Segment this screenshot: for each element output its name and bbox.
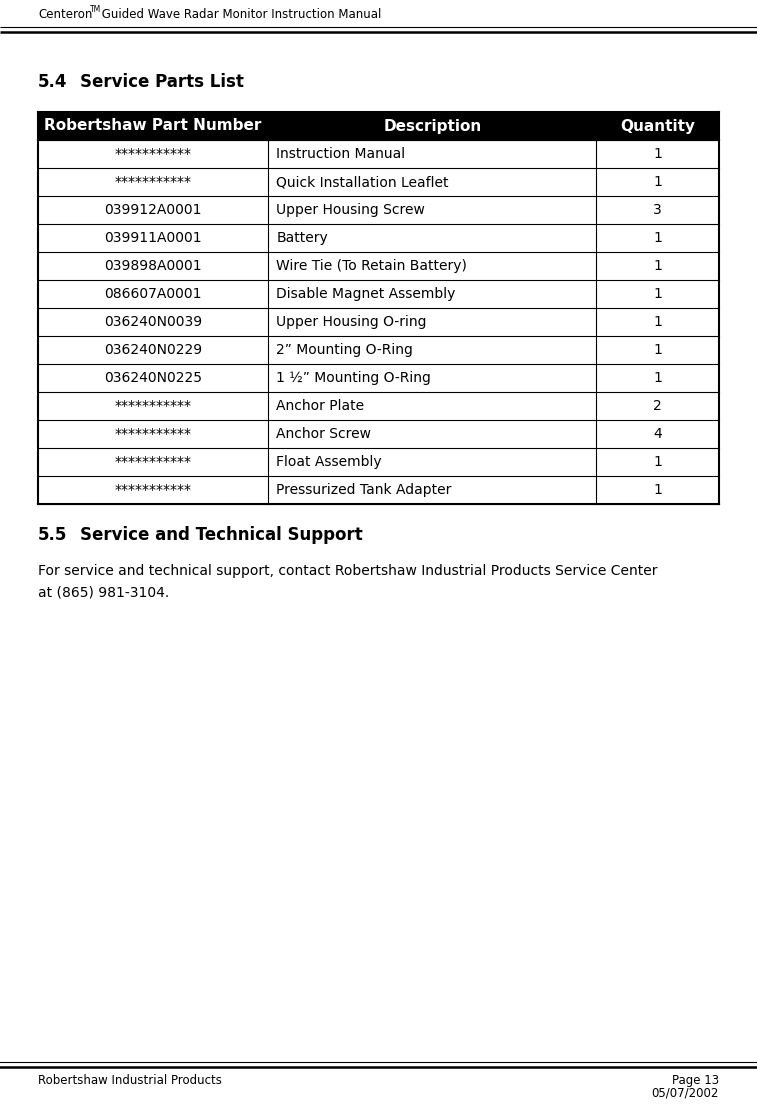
Text: Anchor Plate: Anchor Plate bbox=[276, 399, 364, 413]
Text: Anchor Screw: Anchor Screw bbox=[276, 427, 371, 441]
Text: Centeron: Centeron bbox=[38, 8, 92, 21]
Text: ***********: *********** bbox=[114, 483, 192, 497]
Text: 1 ½” Mounting O-Ring: 1 ½” Mounting O-Ring bbox=[276, 371, 431, 385]
Text: 1: 1 bbox=[653, 287, 662, 301]
Text: 1: 1 bbox=[653, 147, 662, 161]
Text: 036240N0229: 036240N0229 bbox=[104, 343, 202, 357]
Text: TM: TM bbox=[90, 4, 101, 15]
Text: Disable Magnet Assembly: Disable Magnet Assembly bbox=[276, 287, 456, 301]
Text: Robertshaw Industrial Products: Robertshaw Industrial Products bbox=[38, 1074, 222, 1088]
Bar bbox=[38, 112, 719, 140]
Text: Upper Housing O-ring: Upper Housing O-ring bbox=[276, 315, 427, 329]
Text: 05/07/2002: 05/07/2002 bbox=[652, 1086, 719, 1099]
Text: For service and technical support, contact Robertshaw Industrial Products Servic: For service and technical support, conta… bbox=[38, 564, 658, 578]
Text: 039911A0001: 039911A0001 bbox=[104, 231, 202, 245]
Text: ***********: *********** bbox=[114, 399, 192, 413]
Text: Wire Tie (To Retain Battery): Wire Tie (To Retain Battery) bbox=[276, 259, 467, 273]
Text: ***********: *********** bbox=[114, 427, 192, 441]
Text: ***********: *********** bbox=[114, 455, 192, 469]
Text: ***********: *********** bbox=[114, 147, 192, 161]
Text: 1: 1 bbox=[653, 231, 662, 245]
Text: 2: 2 bbox=[653, 399, 662, 413]
Text: 036240N0225: 036240N0225 bbox=[104, 371, 202, 385]
Text: Page 13: Page 13 bbox=[672, 1074, 719, 1088]
Text: 4: 4 bbox=[653, 427, 662, 441]
Text: Description: Description bbox=[383, 119, 481, 133]
Text: Quick Installation Leaflet: Quick Installation Leaflet bbox=[276, 175, 449, 189]
Text: Pressurized Tank Adapter: Pressurized Tank Adapter bbox=[276, 483, 452, 497]
Text: 2” Mounting O-Ring: 2” Mounting O-Ring bbox=[276, 343, 413, 357]
Text: 1: 1 bbox=[653, 371, 662, 385]
Text: 1: 1 bbox=[653, 175, 662, 189]
Text: 1: 1 bbox=[653, 455, 662, 469]
Text: Robertshaw Part Number: Robertshaw Part Number bbox=[44, 119, 261, 133]
Text: 036240N0039: 036240N0039 bbox=[104, 315, 202, 329]
Text: Battery: Battery bbox=[276, 231, 328, 245]
Text: Service and Technical Support: Service and Technical Support bbox=[80, 526, 363, 544]
Text: 5.4: 5.4 bbox=[38, 73, 67, 91]
Text: Instruction Manual: Instruction Manual bbox=[276, 147, 405, 161]
Text: 1: 1 bbox=[653, 483, 662, 497]
Text: 039912A0001: 039912A0001 bbox=[104, 203, 202, 217]
Text: ***********: *********** bbox=[114, 175, 192, 189]
Text: Service Parts List: Service Parts List bbox=[80, 73, 244, 91]
Text: 3: 3 bbox=[653, 203, 662, 217]
Text: 086607A0001: 086607A0001 bbox=[104, 287, 202, 301]
Text: Guided Wave Radar Monitor Instruction Manual: Guided Wave Radar Monitor Instruction Ma… bbox=[98, 8, 382, 21]
Text: 5.5: 5.5 bbox=[38, 526, 67, 544]
Text: 1: 1 bbox=[653, 343, 662, 357]
Text: Quantity: Quantity bbox=[620, 119, 695, 133]
Text: Float Assembly: Float Assembly bbox=[276, 455, 382, 469]
Text: 1: 1 bbox=[653, 315, 662, 329]
Text: 039898A0001: 039898A0001 bbox=[104, 259, 202, 273]
Text: at (865) 981-3104.: at (865) 981-3104. bbox=[38, 586, 170, 600]
Text: Upper Housing Screw: Upper Housing Screw bbox=[276, 203, 425, 217]
Text: 1: 1 bbox=[653, 259, 662, 273]
